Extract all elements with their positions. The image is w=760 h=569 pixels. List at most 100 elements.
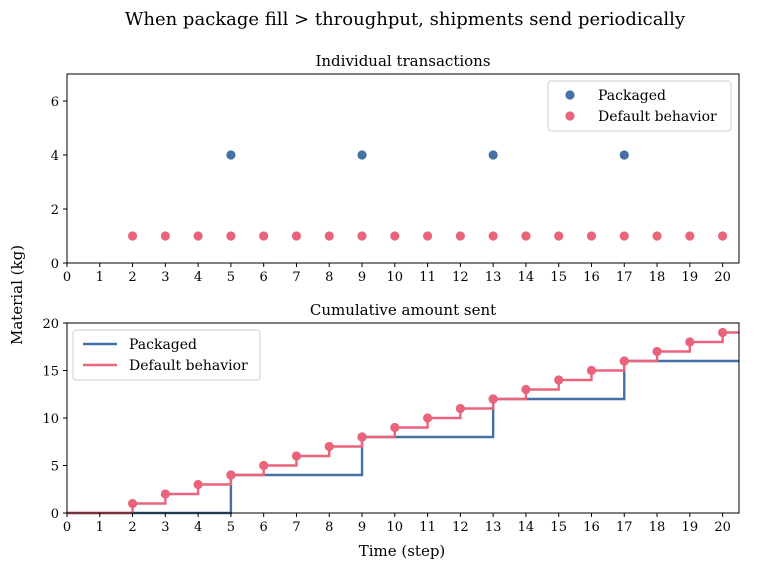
x-tick-label: 8 [325, 270, 333, 285]
default-point [259, 231, 269, 241]
x-tick-label: 14 [518, 520, 535, 535]
x-tick-label: 13 [485, 270, 502, 285]
x-tick-label: 20 [714, 270, 731, 285]
packaged-step-line [67, 359, 739, 515]
x-tick-label: 7 [292, 520, 300, 535]
x-tick-label: 9 [358, 520, 366, 535]
figure-suptitle: When package fill > throughput, shipment… [125, 9, 686, 30]
packaged-point [619, 150, 629, 160]
legend-packaged-marker [565, 90, 575, 100]
y-tick-label: 20 [42, 317, 59, 332]
default-marker [652, 346, 662, 357]
y-tick-label: 6 [51, 95, 59, 110]
default-marker [357, 432, 367, 442]
default-marker [226, 470, 236, 480]
x-tick-label: 18 [649, 270, 666, 285]
default-point [127, 231, 138, 241]
default-point [226, 231, 236, 241]
x-tick-label: 0 [63, 520, 71, 535]
x-tick-label: 7 [292, 270, 300, 285]
axes-frame [66, 73, 740, 264]
y-tick-label: 0 [51, 257, 59, 272]
x-axis-label: Time (step) [359, 542, 446, 560]
default-marker [259, 460, 269, 471]
y-axis-label: Material (kg) [8, 245, 26, 345]
x-tick-label: 4 [194, 520, 202, 535]
legend-default-marker [565, 111, 575, 121]
default-point [619, 231, 629, 241]
x-tick-label: 18 [649, 520, 666, 535]
default-point [554, 231, 564, 241]
default-point [652, 231, 662, 241]
default-marker [619, 356, 629, 366]
default-marker [127, 498, 138, 509]
legend-box [72, 329, 261, 381]
default-point [455, 231, 465, 241]
x-tick-label: 15 [550, 270, 567, 285]
y-tick-label: 0 [51, 507, 59, 522]
x-tick-label: 16 [583, 270, 600, 285]
default-point [291, 231, 302, 241]
x-tick-label: 19 [682, 520, 699, 535]
x-tick-label: 6 [260, 270, 268, 285]
x-tick-label: 17 [616, 520, 633, 535]
x-tick-label: 11 [419, 520, 436, 535]
x-tick-label: 11 [419, 270, 436, 285]
x-tick-label: 1 [96, 520, 104, 535]
x-tick-label: 3 [161, 270, 169, 285]
default-marker [455, 403, 465, 414]
y-tick-label: 10 [42, 412, 59, 427]
default-marker [488, 394, 498, 404]
default-point [488, 231, 498, 241]
default-point [521, 231, 531, 241]
default-point [324, 231, 334, 241]
packaged-point [357, 150, 367, 160]
default-marker [554, 375, 564, 385]
y-tick-label: 5 [51, 460, 59, 475]
x-tick-label: 15 [550, 520, 567, 535]
default-marker [685, 337, 695, 347]
panel-title: Cumulative amount sent [310, 301, 496, 319]
x-tick-label: 0 [63, 270, 71, 285]
x-tick-label: 4 [194, 270, 202, 285]
default-marker [390, 422, 400, 433]
x-tick-label: 20 [714, 520, 731, 535]
x-tick-label: 2 [128, 270, 136, 285]
x-tick-label: 12 [452, 270, 469, 285]
y-tick-label: 2 [51, 203, 59, 218]
default-marker [586, 365, 597, 376]
default-point [422, 231, 433, 241]
x-tick-label: 16 [583, 520, 600, 535]
x-tick-label: 1 [96, 270, 104, 285]
panel-title: Individual transactions [315, 52, 490, 70]
legend: Packaged Default behavior [547, 80, 732, 132]
x-tick-label: 14 [518, 270, 535, 285]
x-tick-label: 6 [260, 520, 268, 535]
default-step-line [67, 331, 739, 515]
x-tick-label: 2 [128, 520, 136, 535]
x-tick-label: 19 [682, 270, 699, 285]
default-marker [422, 413, 433, 423]
default-point [718, 231, 728, 241]
x-tick-label: 17 [616, 270, 633, 285]
default-point [586, 231, 597, 241]
default-marker [324, 441, 334, 452]
x-tick-label: 8 [325, 520, 333, 535]
default-marker [521, 384, 531, 395]
x-tick-label: 9 [358, 270, 366, 285]
legend-label: Packaged [129, 337, 197, 353]
x-tick-label: 13 [485, 520, 502, 535]
default-marker [718, 327, 728, 338]
packaged-point [226, 150, 236, 160]
x-tick-label: 3 [161, 520, 169, 535]
default-marker [291, 451, 302, 461]
y-tick-label: 15 [42, 365, 59, 380]
packaged-point [488, 150, 498, 160]
x-tick-label: 10 [387, 520, 404, 535]
x-tick-label: 5 [227, 270, 235, 285]
default-point [357, 231, 367, 241]
legend-label: Default behavior [598, 109, 717, 125]
